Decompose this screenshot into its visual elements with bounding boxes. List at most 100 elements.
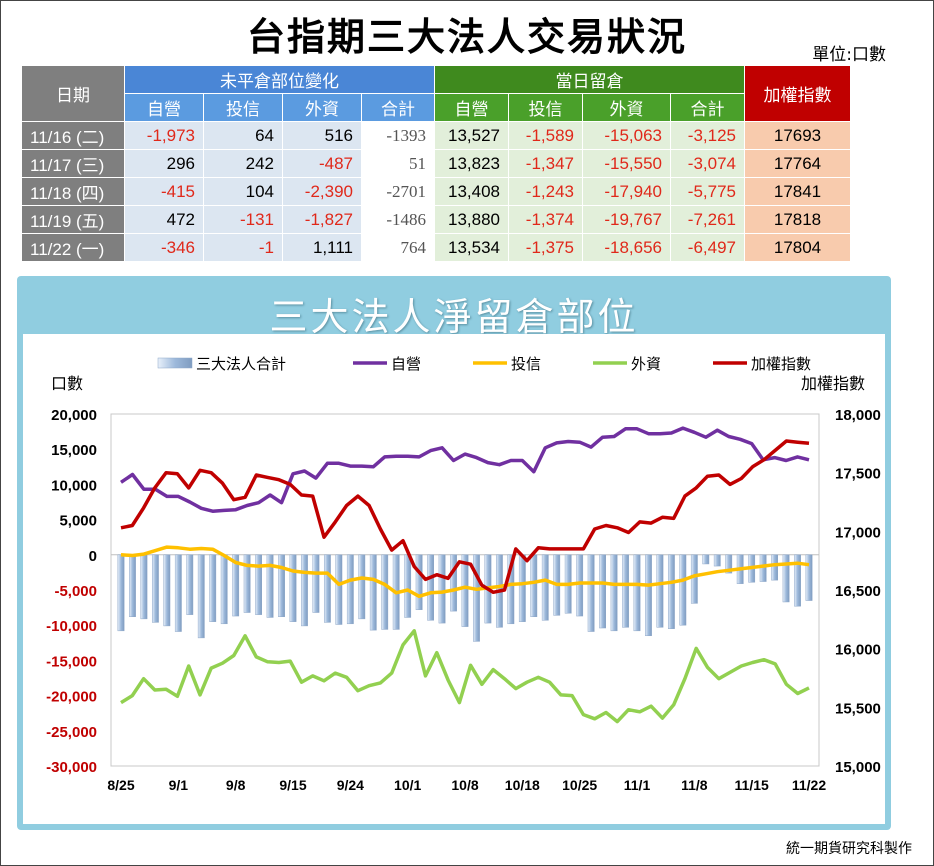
open-cell: 13,534: [434, 233, 509, 262]
x-tick-label: 9/24: [337, 777, 364, 793]
date-cell: 11/17 (三): [21, 149, 125, 178]
total-bar: [473, 554, 480, 642]
uncovered-cell: 242: [203, 149, 283, 178]
open-cell: 13,527: [434, 121, 509, 150]
total-bar: [346, 554, 354, 625]
open-cell: -15,550: [582, 149, 671, 178]
table-header-row: 日期 未平倉部位變化 當日留倉 加權指數: [21, 65, 851, 122]
uncovered-cell: 516: [282, 121, 362, 150]
legend-swatch-total: [157, 357, 193, 369]
uncovered-cell: -487: [282, 149, 362, 178]
total-bar: [266, 554, 274, 618]
open-cell: -1,589: [508, 121, 583, 150]
sub-header: 合計: [361, 93, 435, 122]
y-left-tick-label: 5,000: [59, 513, 97, 530]
y-right-tick-label: 16,000: [835, 642, 881, 659]
total-bar: [576, 554, 584, 617]
y-right-tick-label: 16,500: [835, 583, 881, 600]
total-bar: [679, 554, 687, 626]
table-subheader-row: 自營 投信 外資 合計 自營 投信 外資 合計: [22, 93, 851, 122]
date-cell: 11/18 (四): [21, 177, 125, 206]
total-bar: [404, 554, 412, 618]
total-bar: [541, 554, 549, 621]
open-cell: 13,880: [434, 205, 509, 234]
total-bar: [209, 554, 217, 622]
date-cell: 11/19 (五): [21, 205, 125, 234]
open-cell: -1,243: [508, 177, 583, 206]
uncovered-cell: -1393: [361, 121, 435, 150]
total-bar: [358, 554, 366, 620]
legend-label: 加權指數: [751, 356, 811, 373]
sub-header: 外資: [582, 93, 671, 122]
plot-border: [110, 413, 820, 767]
index-cell: 17841: [744, 177, 851, 206]
total-bar: [323, 554, 331, 623]
sub-header: 自營: [434, 93, 509, 122]
open-cell: -19,767: [582, 205, 671, 234]
index-header: 加權指數: [744, 65, 851, 122]
table-row: 11/19 (五) 472 -131 -1,827 -1486 13,880 -1,374-…: [21, 205, 851, 234]
net-position-chart: 20,000 15,000 10,000 5,000 0 -5,000 -10,000 -15…: [46, 356, 881, 793]
total-bar: [197, 554, 205, 639]
chart-panel: 三大法人淨留倉部位 20,000 15,000 10,000 5,000 0 -5,000…: [17, 276, 891, 830]
total-bar: [140, 554, 148, 620]
dealer-line: [120, 426, 810, 513]
open-cell: -3,074: [670, 149, 745, 178]
x-tick-label: 10/8: [451, 777, 478, 793]
open-cell: 13,408: [434, 177, 509, 206]
total-bar: [587, 554, 595, 632]
summary-table: 日期 未平倉部位變化 當日留倉 加權指數 自營 投信 外資 合計 自營 投信 外…: [21, 65, 851, 262]
table-row: 11/16 (二) -1,973 64 516 -1393 13,527 -1,589 -15…: [21, 121, 851, 150]
total-bar: [301, 554, 308, 627]
total-bar: [530, 554, 538, 618]
total-bar: [243, 554, 251, 613]
total-bar: [759, 554, 767, 582]
total-bar: [702, 554, 710, 565]
uncovered-cell: -131: [203, 205, 283, 234]
total-bar: [427, 554, 435, 621]
date-cell: 11/16 (二): [21, 121, 125, 150]
y-right-tick-label: 15,000: [835, 759, 881, 776]
legend-label: 三大法人合計: [196, 356, 286, 373]
index-cell: 17693: [744, 121, 851, 150]
unit-label: 單位:口數: [812, 45, 886, 65]
uncovered-cell: 1,111: [282, 233, 362, 262]
x-tick-label: 10/1: [394, 777, 421, 793]
index-cell: 17764: [744, 149, 851, 178]
total-bar: [794, 554, 801, 607]
x-tick-label: 9/8: [226, 777, 246, 793]
y-left-tick-label: -20,000: [46, 689, 97, 706]
uncovered-group-header: 未平倉部位變化: [124, 65, 435, 94]
uncovered-cell: -1,973: [124, 121, 204, 150]
total-bar: [232, 554, 240, 617]
uncovered-cell: 51: [361, 149, 435, 178]
open-cell: -1,375: [508, 233, 583, 262]
uncovered-cell: 64: [203, 121, 283, 150]
total-bar: [312, 554, 320, 613]
y-right-axis-title: 加權指數: [801, 375, 865, 393]
total-bar: [782, 554, 790, 603]
total-bar: [450, 554, 457, 612]
open-cell: -18,656: [582, 233, 671, 262]
sub-header: 外資: [282, 93, 362, 122]
total-bar: [186, 554, 194, 615]
open-cell: -7,261: [670, 205, 745, 234]
total-bar: [461, 554, 469, 627]
y-left-tick-label: -30,000: [46, 759, 97, 776]
total-bar: [438, 554, 446, 624]
date-cell: 11/22 (一): [21, 233, 125, 262]
y-left-tick-label: -25,000: [46, 724, 97, 741]
x-tick-label: 11/22: [792, 777, 826, 793]
legend-label: 自營: [391, 356, 421, 373]
index-line: [120, 439, 810, 595]
open-cell: -1,347: [508, 149, 583, 178]
y-left-tick-label: -10,000: [46, 618, 97, 635]
total-bar: [690, 554, 698, 604]
total-bar: [622, 554, 629, 628]
uncovered-cell: 764: [361, 233, 435, 262]
x-tick-label: 9/15: [279, 777, 306, 793]
page-title: 台指期三大法人交易狀況: [246, 15, 687, 59]
total-bar: [220, 554, 228, 625]
total-bar: [771, 554, 779, 581]
sub-header: 自營: [124, 93, 204, 122]
